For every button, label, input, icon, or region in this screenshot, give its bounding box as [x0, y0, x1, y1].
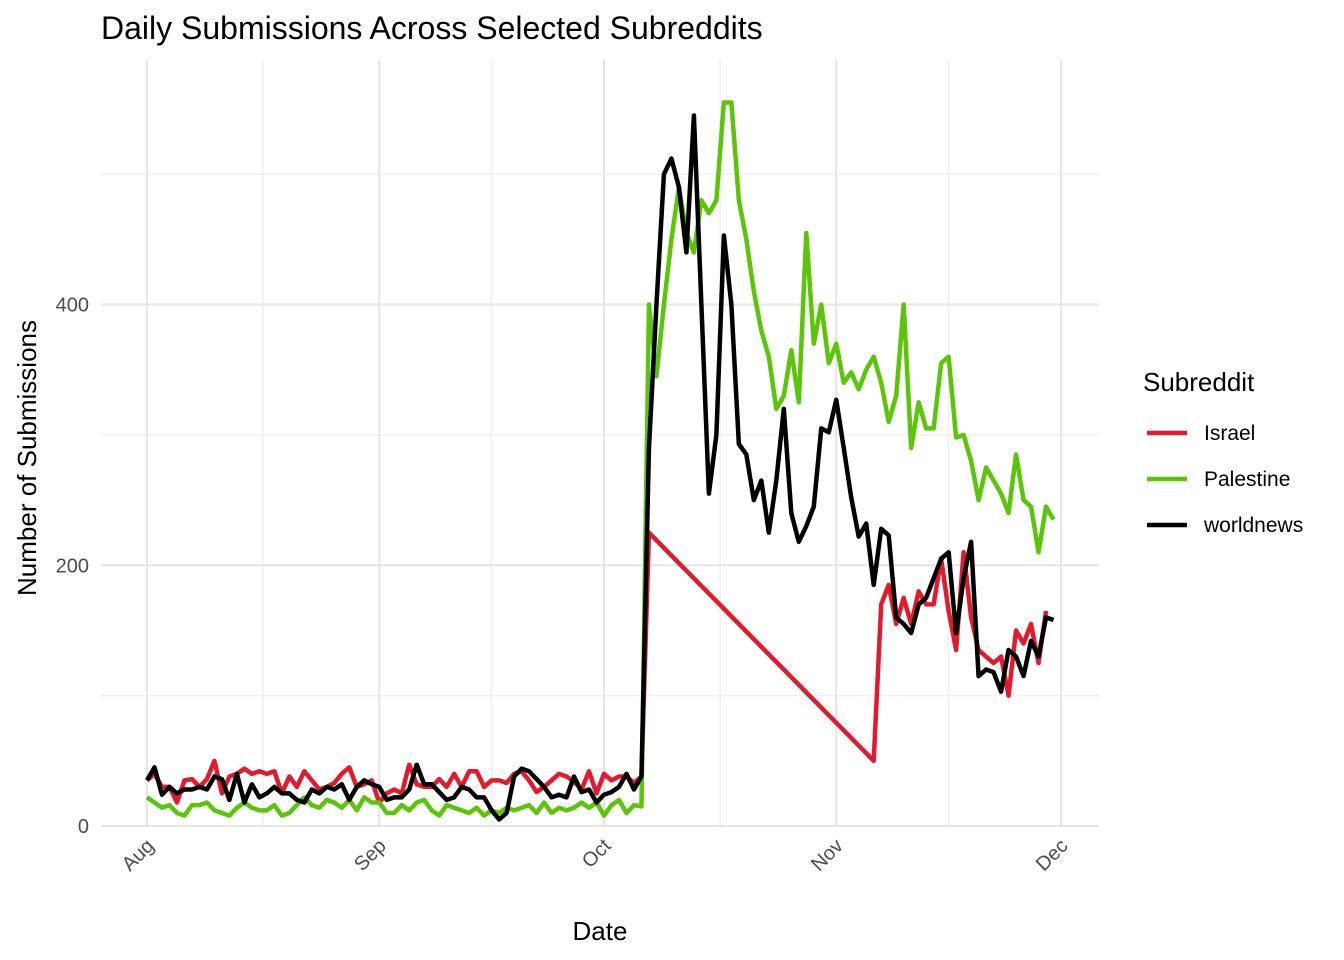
- legend-label: worldnews: [1203, 514, 1303, 537]
- legend-item-israel: Israel: [1147, 422, 1255, 445]
- x-axis-ticks: Aug Sep Oct Nov Dec: [118, 835, 1073, 876]
- legend-label: Palestine: [1204, 468, 1290, 491]
- series-line-palestine: [145, 100, 1056, 818]
- legend-item-worldnews: worldnews: [1147, 514, 1303, 537]
- y-tick-label: 400: [56, 295, 89, 317]
- y-axis-ticks: 0 200 400: [56, 295, 89, 838]
- y-tick-label: 200: [56, 555, 89, 577]
- legend-label: Israel: [1204, 422, 1255, 445]
- series-line-israel: [145, 530, 1049, 805]
- y-axis-title: Number of Submissions: [12, 320, 42, 596]
- plot-series: [145, 100, 1056, 822]
- legend-title: Subreddit: [1143, 367, 1255, 397]
- legend-item-palestine: Palestine: [1147, 468, 1290, 491]
- legend-items: Israel Palestine worldnews: [1147, 422, 1303, 537]
- x-tick-label: Dec: [1032, 835, 1073, 876]
- series-line-worldnews: [145, 113, 1055, 822]
- legend: Subreddit Israel Palestine worldnews: [1143, 367, 1303, 537]
- x-tick-label: Sep: [350, 835, 391, 876]
- chart-title: Daily Submissions Across Selected Subred…: [101, 10, 763, 46]
- x-tick-label: Aug: [118, 835, 159, 876]
- x-tick-label: Nov: [807, 835, 848, 876]
- grid-lines: [101, 60, 1099, 827]
- x-tick-label: Oct: [578, 835, 616, 873]
- x-axis-title: Date: [573, 916, 628, 946]
- y-tick-label: 0: [78, 816, 89, 838]
